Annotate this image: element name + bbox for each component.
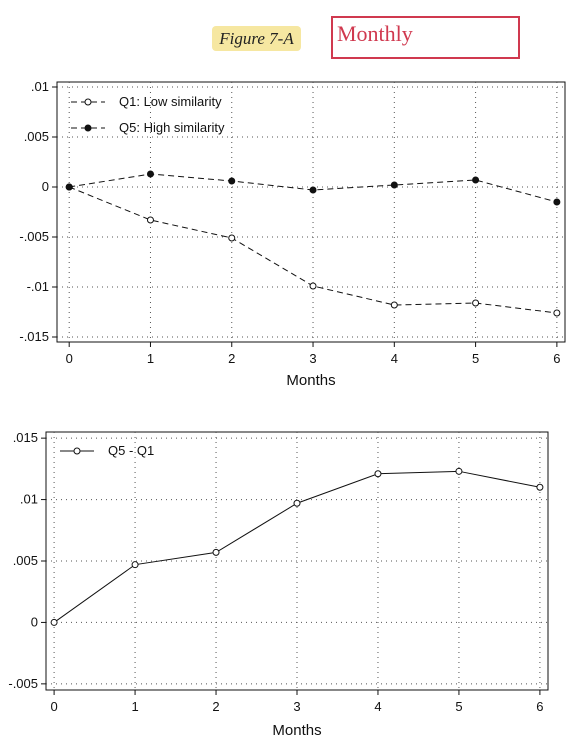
x-tick-label: 0: [50, 699, 57, 714]
data-point: [309, 186, 317, 194]
data-point: [131, 561, 139, 569]
data-point: [228, 177, 236, 185]
x-tick-label: 3: [309, 351, 316, 366]
data-point: [374, 470, 382, 478]
data-point: [65, 183, 73, 191]
data-point: [536, 483, 544, 491]
x-axis-label: Months: [272, 722, 321, 739]
data-point: [146, 170, 154, 178]
chart-top: .01 .005 0 -.005 -.01 -.015 0 1 2 3 4 5 6 Months Q1: L…: [19, 79, 566, 389]
data-point: [553, 198, 561, 206]
data-point: [455, 467, 463, 475]
data-point: [309, 282, 317, 290]
y-tick-label: -.015: [19, 329, 49, 344]
x-tick-label: 6: [536, 699, 543, 714]
legend-marker: [73, 447, 81, 455]
x-tick-label: 3: [293, 699, 300, 714]
plot-frame: [56, 81, 566, 343]
x-tick-label: 4: [391, 351, 398, 366]
data-point: [146, 216, 154, 224]
y-tick-label: 0: [42, 179, 49, 194]
chart-bottom: .015 .01 .005 0 -.005 0 1 2 3 4 5 6 Months Q5 - Q1: [8, 430, 549, 739]
legend-label: Q5: High similarity: [119, 120, 225, 135]
x-tick-label: 1: [131, 699, 138, 714]
y-tick-label: -.005: [8, 676, 38, 691]
x-tick-label: 2: [228, 351, 235, 366]
data-point: [472, 299, 480, 307]
data-point: [50, 618, 58, 626]
y-tick-label: .015: [13, 430, 38, 445]
y-tick-label: .01: [20, 492, 38, 507]
x-tick-label: 2: [212, 699, 219, 714]
legend-marker: [84, 124, 92, 132]
x-tick-label: 5: [472, 351, 479, 366]
data-point: [293, 499, 301, 507]
legend-label: Q1: Low similarity: [119, 94, 222, 109]
y-tick-label: -.005: [19, 229, 49, 244]
legend-marker: [84, 98, 92, 106]
data-point: [390, 301, 398, 309]
y-tick-label: -.01: [27, 279, 49, 294]
x-tick-label: 0: [66, 351, 73, 366]
data-point: [472, 176, 480, 184]
figure-label: Figure 7-A: [212, 26, 301, 51]
y-tick-label: .005: [24, 129, 49, 144]
frequency-box: Monthly: [331, 16, 520, 59]
y-tick-label: .01: [31, 79, 49, 94]
data-point: [212, 548, 220, 556]
x-axis-label: Months: [286, 372, 335, 389]
y-tick-label: 0: [31, 614, 38, 629]
x-tick-label: 6: [553, 351, 560, 366]
data-point: [390, 181, 398, 189]
x-tick-label: 4: [374, 699, 381, 714]
y-tick-label: .005: [13, 553, 38, 568]
x-tick-label: 1: [147, 351, 154, 366]
data-point: [228, 234, 236, 242]
legend-label: Q5 - Q1: [108, 443, 154, 458]
data-point: [553, 309, 561, 317]
x-tick-label: 5: [455, 699, 462, 714]
